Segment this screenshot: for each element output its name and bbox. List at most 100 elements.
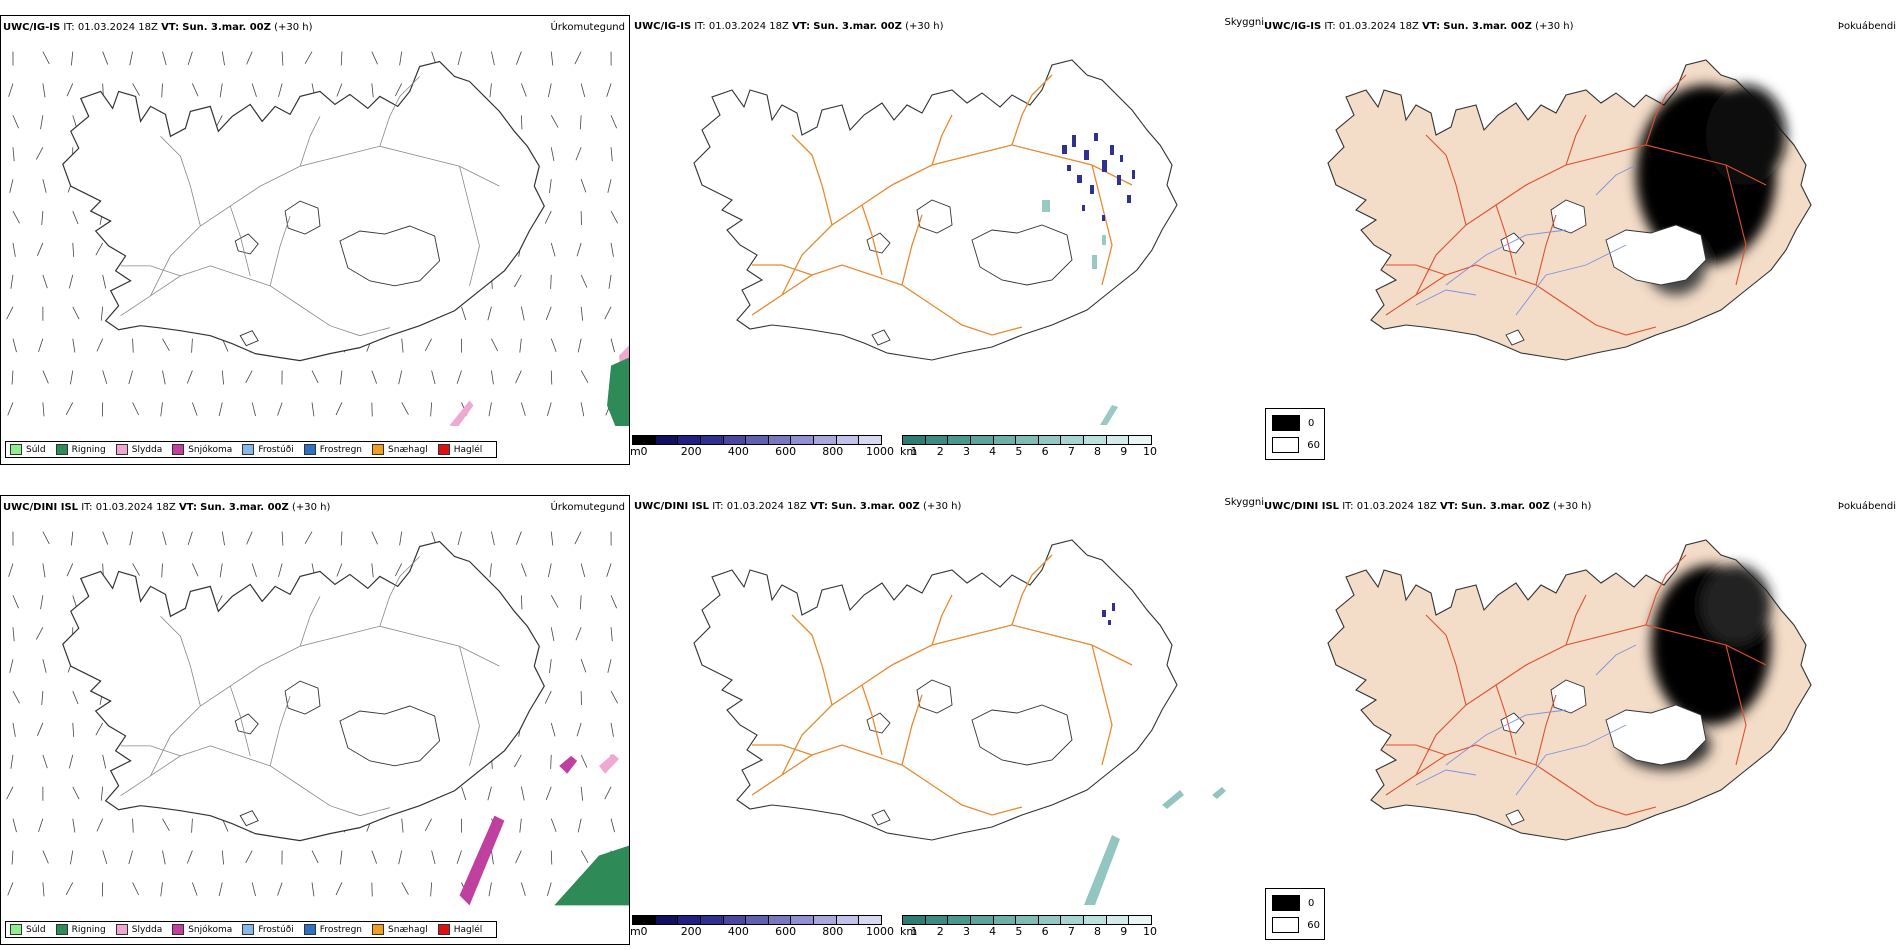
wind-barb: [192, 402, 198, 416]
legend-swatch: [115, 444, 128, 455]
colorbar-segment: [970, 436, 994, 444]
precip-legend-item: Frostregn: [303, 924, 363, 935]
legend-swatch: [172, 444, 185, 455]
wind-barb: [579, 115, 582, 130]
wind-barb: [520, 786, 525, 801]
legend-swatch: [172, 924, 185, 935]
road-line: [1385, 264, 1657, 336]
precip-legend-item: Snæhagl: [372, 924, 428, 935]
road-line: [299, 116, 321, 167]
wind-barb: [311, 402, 315, 417]
wind-barb: [550, 850, 553, 865]
wind-barb: [335, 882, 343, 896]
wind-barb: [430, 882, 433, 897]
wind-barb: [278, 83, 283, 98]
colorbar-segment: [948, 916, 971, 924]
wind-barb: [401, 338, 404, 353]
wind-barb: [461, 786, 467, 801]
river-line: [1515, 244, 1627, 316]
wind-barb: [491, 531, 495, 546]
wind-barb: [72, 818, 76, 833]
wind-barb: [132, 338, 134, 353]
river-line: [1415, 289, 1477, 306]
wind-barb: [371, 370, 378, 384]
wind-barb: [72, 242, 75, 257]
colorbar-tick-label: 7: [1067, 925, 1075, 938]
panel-title: Skyggni: [1224, 497, 1264, 508]
wind-barb: [577, 338, 582, 353]
road-line: [1535, 214, 1557, 286]
wind-barb: [607, 659, 612, 673]
colorbar-segment: [655, 436, 679, 444]
wind-barb: [580, 370, 589, 383]
river-line: [1515, 724, 1627, 796]
glacier-outline: [1605, 224, 1707, 286]
wind-barb: [42, 850, 49, 864]
km-visibility-cells: [1042, 200, 1118, 425]
road-line: [1495, 684, 1517, 756]
wind-barb: [489, 83, 492, 98]
road-line: [269, 215, 291, 286]
wind-barb: [519, 338, 522, 353]
colorbar-segment: [993, 916, 1017, 924]
panel-title: Úrkomutegund: [550, 22, 625, 33]
wind-barb: [186, 850, 193, 864]
road-lines: [751, 74, 1133, 336]
wind-barb: [401, 818, 404, 833]
wind-barb: [339, 370, 343, 385]
glacier-outline: [1605, 704, 1707, 766]
wind-barb: [10, 274, 14, 289]
wind-barb: [246, 531, 253, 545]
wind-barb: [132, 402, 140, 416]
road-line: [861, 204, 883, 276]
wind-barb: [340, 531, 343, 546]
wind-barb: [132, 563, 140, 576]
colorbar-bar: [632, 915, 882, 925]
legend-label: Haglél: [453, 924, 483, 935]
legend-label: Snjókoma: [188, 924, 233, 935]
visibility-colorbar-m: 0 200 400 600 800 1000 m: [630, 915, 894, 941]
precip-legend-item: Rigning: [55, 444, 106, 455]
legend-label: Slydda: [131, 444, 163, 455]
road-line: [1425, 614, 1467, 706]
legend-label: Snjókoma: [188, 444, 233, 455]
wind-barb: [456, 370, 462, 384]
wind-barb: [132, 83, 140, 96]
legend-swatch: [372, 444, 385, 455]
wind-barb: [186, 370, 193, 384]
wind-barb: [42, 882, 45, 897]
wind-barb: [70, 531, 74, 546]
colorbar-tick-label: 5: [1015, 925, 1023, 938]
road-line: [1385, 744, 1657, 816]
wind-barb: [607, 179, 612, 193]
wind-barb: [520, 882, 526, 896]
wind-barb: [218, 882, 223, 897]
precip-rigning-area: [607, 357, 629, 426]
glacier-outlines: [1500, 679, 1707, 826]
wind-barb: [162, 850, 166, 865]
legend-label: Snæhagl: [388, 924, 428, 935]
colorbar-segment: [903, 436, 926, 444]
colorbar-unit: m: [630, 925, 641, 938]
legend-label: Frostregn: [319, 444, 363, 455]
wind-barb: [70, 850, 74, 865]
colorbar-tick-label: 600: [775, 445, 797, 458]
colorbar-tick-label: 4: [989, 445, 997, 458]
wind-barb: [129, 51, 133, 66]
colorbar-segment: [723, 436, 747, 444]
colorbar-segment: [678, 436, 701, 444]
wind-barb: [520, 306, 525, 321]
legend-label: Frostregn: [319, 924, 363, 935]
colorbar-ticks: 1 2 3 4 5 6 7 8 9 10: [902, 925, 1158, 939]
visibility-map: [693, 539, 1226, 905]
legend-label: Rigning: [71, 444, 106, 455]
wind-barb: [550, 51, 554, 66]
precip-legend-item: Súld: [10, 444, 46, 455]
road-line: [1011, 74, 1053, 146]
wind-barb: [251, 563, 257, 577]
colorbar-tick-label: 5: [1015, 445, 1023, 458]
wind-barb: [95, 242, 104, 256]
legend-swatch: [437, 924, 450, 935]
colorbar-segment: [1084, 916, 1107, 924]
wind-barb: [72, 786, 80, 800]
